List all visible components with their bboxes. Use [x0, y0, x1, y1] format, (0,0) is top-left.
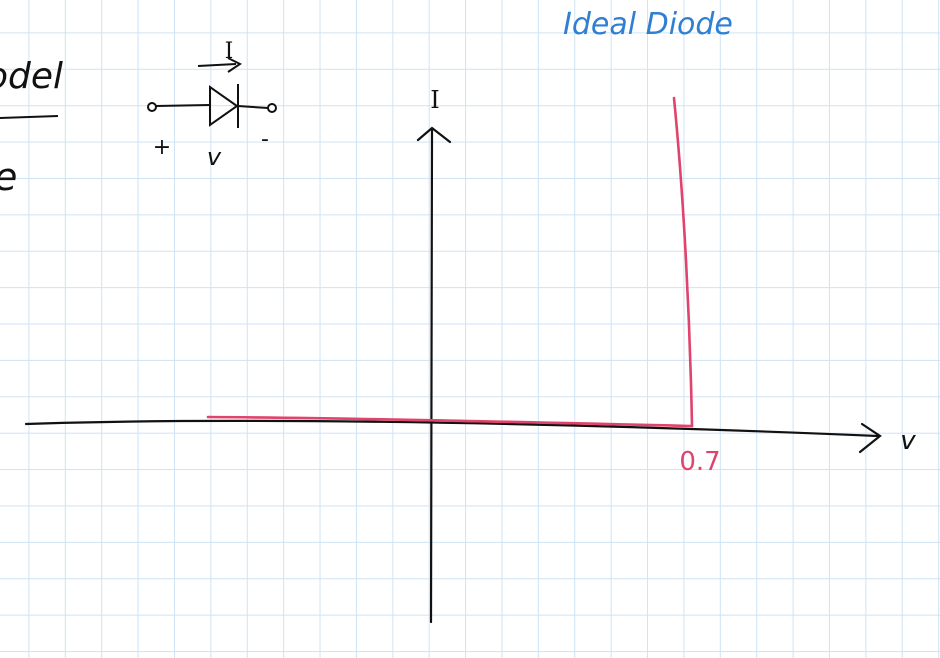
diode-current-label: I [225, 39, 234, 64]
y-axis [429, 128, 434, 624]
diode-left-lead [155, 104, 211, 107]
diode-voltage-label: v [207, 143, 222, 171]
diode-triangle [209, 85, 239, 127]
x-axis-arrowhead [858, 422, 882, 454]
diode-right-lead [237, 105, 269, 109]
diode-plus-label: + [153, 135, 171, 160]
diode-left-terminal [147, 102, 157, 112]
page-title: Ideal Diode [563, 7, 733, 42]
y-axis-arrowhead [416, 126, 452, 144]
partial-subheading-text: e [0, 155, 17, 199]
current-arrow-shaft [197, 63, 237, 67]
iv-axes [24, 126, 882, 624]
current-arrow-head [227, 57, 242, 73]
heading-underline [0, 115, 59, 119]
ideal-diode-curve [206, 96, 694, 428]
threshold-label: 0.7 [679, 447, 720, 477]
diode-right-terminal [267, 103, 277, 113]
diode-symbol [147, 57, 277, 128]
diode-minus-label: - [261, 127, 269, 152]
curve-on-region [672, 96, 694, 428]
curve-off-region [206, 415, 694, 428]
x-axis [24, 419, 880, 438]
partial-heading-text: odel [0, 56, 63, 97]
x-axis-label: v [900, 426, 916, 456]
y-axis-label: I [430, 86, 439, 114]
